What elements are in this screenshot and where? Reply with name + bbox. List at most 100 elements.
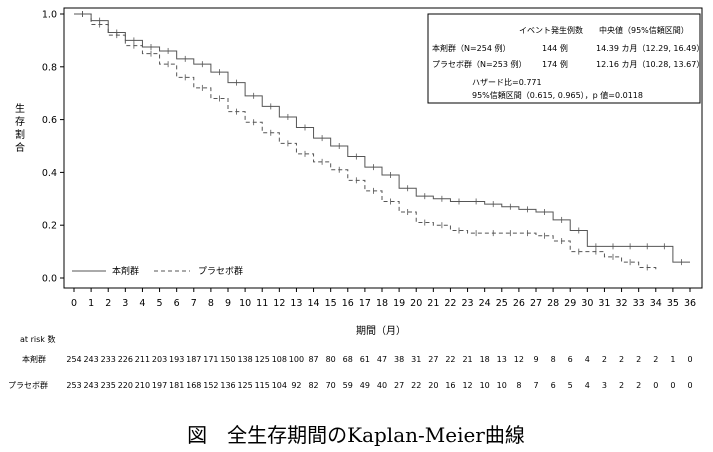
at-risk-value: 92 [291,381,301,390]
x-tick-label: 7 [191,298,197,309]
annotation-row-events: 144 例 [542,43,568,53]
at-risk-value: 108 [272,355,287,364]
y-axis-label-char: 合 [15,141,25,154]
annotation-frame [427,13,701,104]
x-tick-label: 14 [308,298,320,309]
at-risk-value: 193 [169,355,184,364]
at-risk-value: 27 [394,381,404,390]
x-tick-label: 13 [290,298,302,309]
at-risk-value: 150 [220,355,235,364]
at-risk-value: 168 [186,381,201,390]
at-risk-value: 5 [568,381,573,390]
at-risk-value: 235 [101,381,116,390]
at-risk-value: 233 [101,355,116,364]
at-risk-value: 100 [289,355,304,364]
y-axis-label-char: 生 [15,102,25,115]
at-risk-value: 125 [237,381,252,390]
at-risk-value: 61 [360,355,370,364]
annotation-row-median: 14.39 カ月（12.29, 16.49） [596,44,704,53]
x-tick-label: 4 [139,298,145,309]
legend-label-treatment: 本剤群 [112,265,139,277]
at-risk-value: 254 [66,355,81,364]
at-risk-value: 2 [619,355,624,364]
x-tick-label: 25 [496,298,508,309]
series-line [74,13,657,271]
legend-label-placebo: プラセボ群 [198,265,243,277]
x-tick-label: 17 [359,298,371,309]
x-tick-label: 18 [376,298,388,309]
at-risk-value: 187 [186,355,201,364]
y-axis: 0.0 0.2 0.4 0.6 0.8 1.0 [42,10,64,285]
at-risk-value: 7 [533,381,538,390]
legend: 本剤群 プラセボ群 [72,265,243,277]
at-risk-value: 82 [308,381,318,390]
annotation-row-events: 174 例 [542,59,568,69]
x-tick-label: 20 [410,298,422,309]
at-risk-value: 59 [343,381,353,390]
at-risk-value: 136 [220,381,235,390]
x-tick-label: 35 [667,298,679,309]
at-risk-value: 220 [118,381,133,390]
annotation-ci: 95%信頼区間（0.615, 0.965），p 値=0.0118 [472,90,643,100]
at-risk-value: 13 [497,355,507,364]
x-tick-label: 22 [444,298,456,309]
y-tick-label: 0.8 [42,62,57,73]
annotation-header-events: イベント発生例数 [519,25,583,35]
x-tick-label: 11 [256,298,268,309]
at-risk-value: 0 [687,381,692,390]
at-risk-value: 2 [636,381,641,390]
y-tick-label: 0.0 [42,274,57,285]
at-risk-value: 10 [480,381,490,390]
annotation-row-label: 本剤群（N=254 例） [432,43,511,53]
annotation-hazard: ハザード比=0.771 [472,77,542,87]
at-risk-value: 16 [445,381,455,390]
at-risk-value: 21 [462,355,472,364]
at-risk-value: 203 [152,355,167,364]
x-tick-label: 33 [633,298,645,309]
y-axis-label-char: 割 [15,128,25,141]
x-axis-label: 期間（月） [356,325,406,337]
at-risk-value: 226 [118,355,133,364]
x-tick-label: 1 [88,298,94,309]
annotation-row-label: プラセボ群（N=253 例） [432,59,527,69]
x-tick-label: 32 [616,298,628,309]
y-axis-label: 生存割合 [15,102,25,154]
at-risk-value: 8 [516,381,521,390]
y-axis-label-char: 存 [15,115,25,128]
x-tick-label: 29 [564,298,576,309]
at-risk-value: 0 [670,381,675,390]
x-tick-label: 8 [208,298,214,309]
at-risk-value: 9 [533,355,538,364]
at-risk-value: 0 [653,381,658,390]
annotation-header-median: 中央値（95%信頼区間） [599,25,689,35]
x-axis: 0 1 2 3 4 5 6 7 8 9 10 11 12 13 14 15 16 17 18 19 20 21 22 23 24… [71,288,696,309]
x-tick-label: 19 [393,298,405,309]
at-risk-value: 115 [255,381,270,390]
curves [74,11,690,271]
at-risk-value: 243 [83,355,98,364]
at-risk-value: 6 [568,355,573,364]
x-tick-label: 9 [225,298,231,309]
at-risk-value: 68 [343,355,353,364]
at-risk-value: 210 [135,381,150,390]
at-risk-value: 1 [670,355,675,364]
y-tick-label: 0.6 [42,115,57,126]
at-risk-values: 254 243 233 226 211 203 193 187 171 150 138 125 108 1… [66,355,692,390]
x-tick-label: 24 [479,298,491,309]
at-risk-value: 22 [445,355,455,364]
annotation-row-median: 12.16 カ月（10.28, 13.67） [596,60,704,69]
at-risk-value: 4 [585,381,590,390]
at-risk-value: 27 [428,355,438,364]
x-tick-label: 10 [239,298,251,309]
at-risk-value: 49 [360,381,370,390]
x-tick-label: 21 [427,298,439,309]
at-risk-value: 138 [237,355,252,364]
x-tick-label: 0 [71,298,77,309]
at-risk-value: 2 [653,355,658,364]
at-risk-value: 31 [411,355,421,364]
at-risk-value: 211 [135,355,150,364]
at-risk-value: 181 [169,381,184,390]
at-risk-value: 12 [462,381,472,390]
at-risk-value: 0 [687,355,692,364]
